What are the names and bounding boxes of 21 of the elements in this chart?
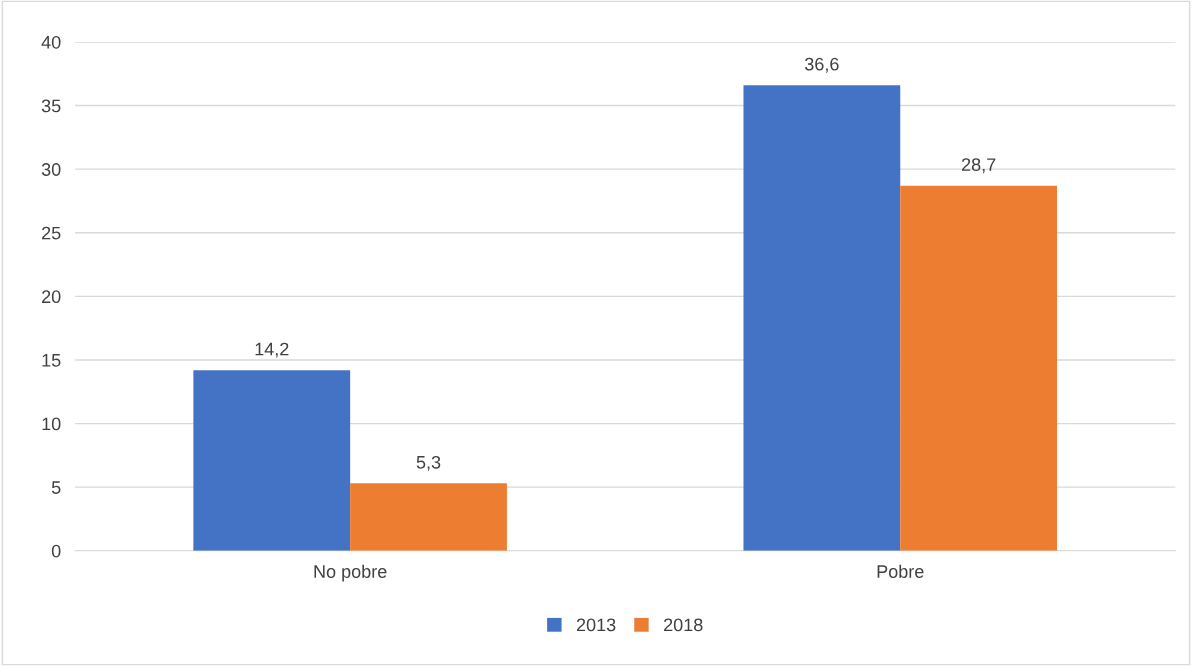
y-tick-label: 25	[42, 226, 61, 240]
bar	[193, 370, 351, 551]
y-tick-label: 15	[42, 354, 61, 367]
y-tick-label: 20	[42, 290, 61, 304]
bar	[900, 185, 1058, 551]
x-tick-label: No pobre	[314, 564, 387, 582]
legend-label: 2018	[664, 618, 703, 632]
data-label: 5,3	[416, 455, 441, 471]
y-tick-label: 5	[51, 481, 61, 494]
y-tick-label: 0	[51, 544, 61, 558]
bar	[350, 483, 507, 551]
y-tick-label: 40	[41, 35, 61, 49]
y-tick-label: 10	[42, 417, 61, 431]
x-tick-label: Pobre	[877, 564, 924, 578]
bar	[743, 85, 901, 551]
y-tick-label: 35	[41, 99, 61, 113]
data-label: 28,7	[961, 158, 996, 174]
legend-label: 2013	[576, 618, 616, 632]
data-label: 36,6	[804, 57, 839, 73]
data-label: 14,2	[255, 342, 289, 358]
y-tick-label: 30	[41, 163, 61, 176]
